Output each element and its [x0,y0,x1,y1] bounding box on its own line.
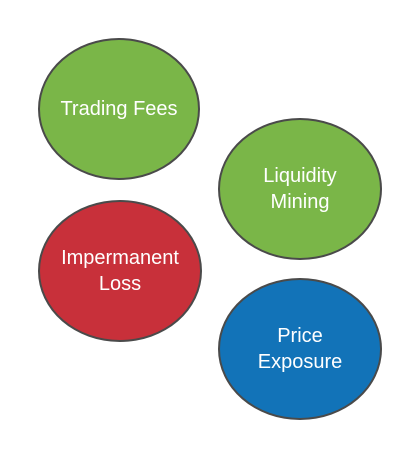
bubble-label-trading-fees: Trading Fees [60,98,178,120]
bubble-price-exposure: Price Exposure [218,278,382,420]
bubble-label-liquidity-mining: Liquidity Mining [263,165,337,213]
bubble-trading-fees: Trading Fees [38,38,200,180]
bubble-liquidity-mining: Liquidity Mining [218,118,382,260]
bubble-impermanent-loss: Impermanent Loss [38,200,202,342]
bubble-label-price-exposure: Price Exposure [257,325,343,373]
bubble-label-impermanent-loss: Impermanent Loss [61,247,179,295]
